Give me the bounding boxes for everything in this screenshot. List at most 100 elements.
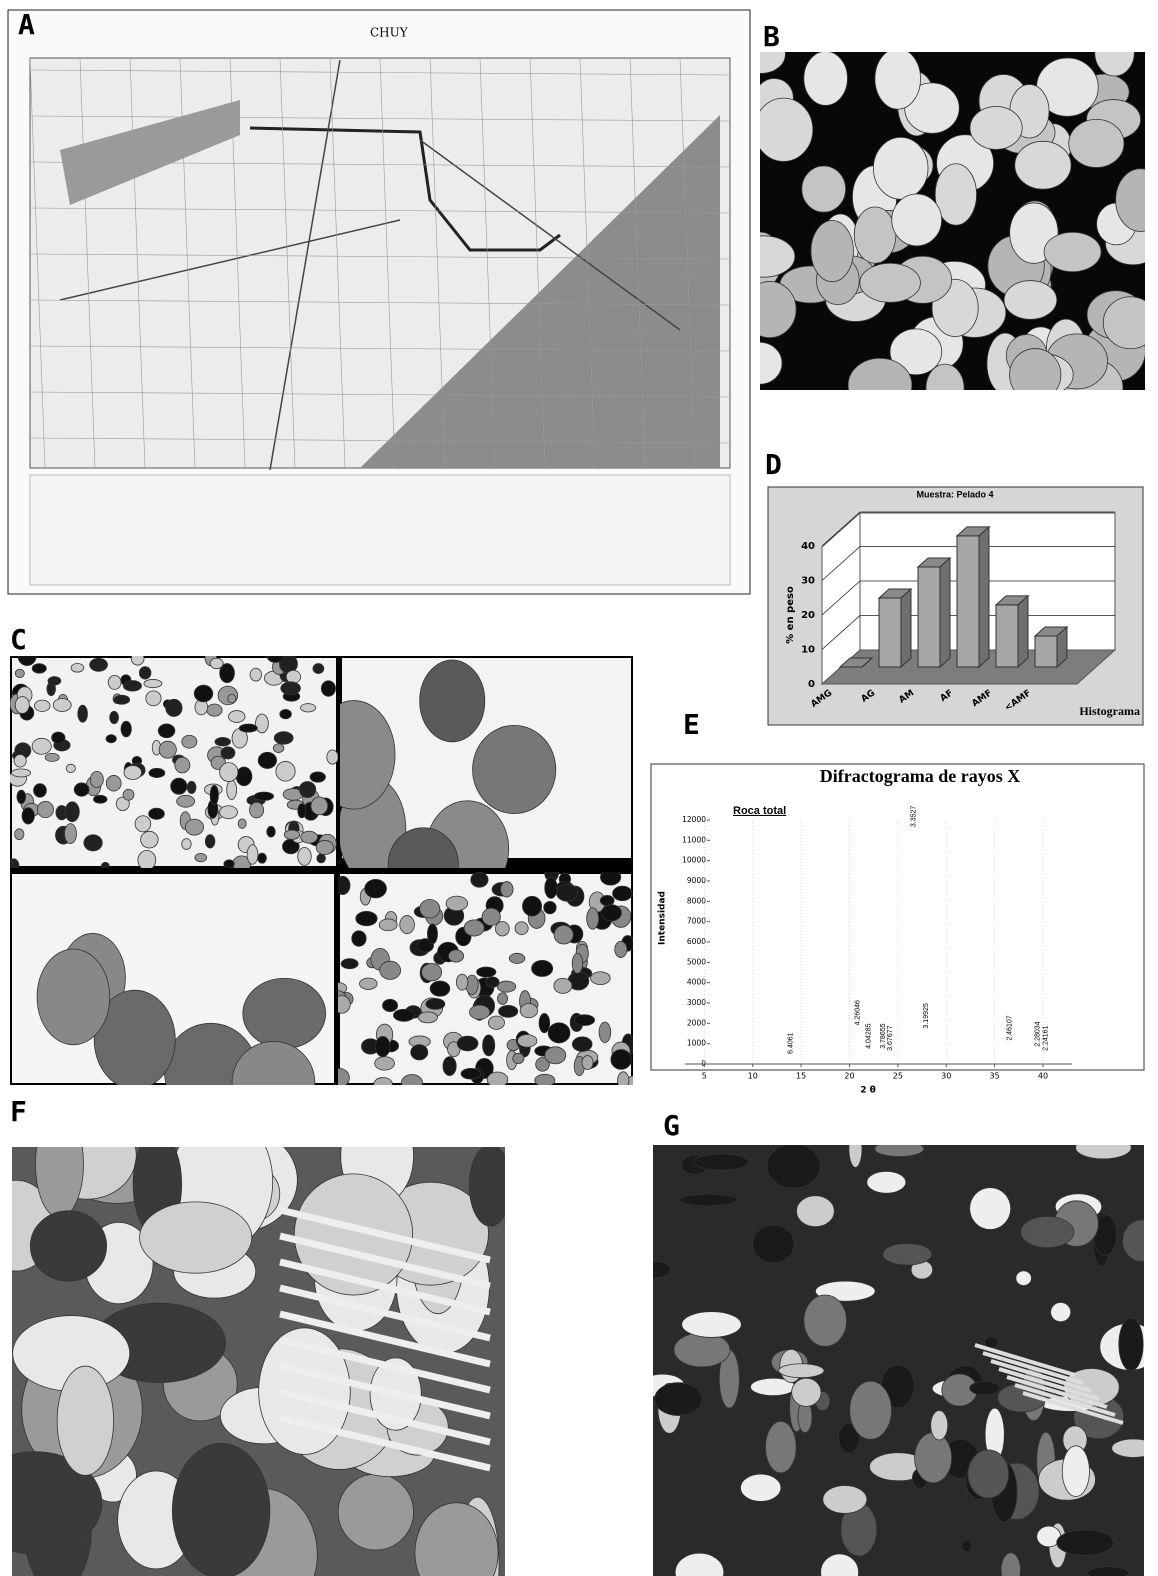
peak-label: 2.28034 — [1034, 1021, 1041, 1046]
grain — [227, 693, 237, 704]
chart-subtitle: Roca total — [733, 805, 786, 817]
map-line — [529, 57, 546, 469]
grain — [456, 1035, 479, 1052]
peak-label: 3.67677 — [887, 1025, 894, 1050]
grain — [300, 703, 317, 713]
grain — [170, 777, 188, 795]
grain — [165, 698, 183, 717]
grain — [310, 796, 329, 816]
twin-stripe — [1022, 1391, 1124, 1425]
map-line — [29, 207, 731, 214]
grain — [298, 781, 317, 798]
grain — [514, 921, 529, 936]
grain — [109, 710, 119, 725]
grain — [469, 1004, 491, 1020]
map-line — [379, 57, 396, 469]
grain — [882, 1243, 933, 1266]
map-border — [249, 126, 561, 252]
grain — [448, 949, 465, 963]
x-tick-label: 30 — [941, 1072, 951, 1081]
grain — [455, 973, 469, 991]
grain — [760, 341, 783, 385]
grain — [547, 1022, 571, 1044]
peak-label: 6.4061 — [787, 1032, 794, 1054]
grain — [538, 1012, 551, 1034]
grain — [544, 1046, 567, 1065]
grain — [174, 756, 191, 774]
grain — [1094, 52, 1135, 77]
grain — [599, 894, 615, 907]
grain — [115, 796, 130, 811]
grain — [419, 659, 486, 743]
grain — [874, 1145, 925, 1157]
grain — [35, 1147, 84, 1219]
grain — [460, 1068, 482, 1080]
grain — [320, 680, 336, 697]
grain — [399, 915, 415, 935]
x-tick-label: 40 — [1038, 1072, 1048, 1081]
grain — [293, 1173, 414, 1296]
grain — [219, 663, 235, 684]
grain — [209, 784, 219, 806]
x-axis-label: 2 θ — [860, 1086, 876, 1096]
grain — [283, 829, 301, 840]
grain — [765, 1420, 797, 1474]
peak-label: 2.46107 — [1006, 1015, 1013, 1040]
grain — [134, 815, 152, 833]
grain — [64, 801, 80, 823]
grain — [231, 1041, 316, 1085]
map-road — [59, 59, 681, 471]
grain — [442, 1056, 457, 1076]
grain — [315, 840, 334, 855]
grain — [186, 780, 197, 794]
bar — [916, 556, 952, 669]
grain — [266, 656, 285, 663]
grain — [237, 818, 247, 829]
grain — [427, 923, 438, 945]
grain — [468, 1147, 505, 1227]
grain — [486, 1071, 509, 1085]
grain — [847, 357, 913, 390]
twin-stripe — [1006, 1375, 1108, 1409]
grain — [17, 656, 37, 666]
map-sea — [360, 115, 720, 468]
y-axis-label: Intensidad — [658, 891, 668, 945]
grain — [206, 703, 223, 717]
grain — [481, 907, 501, 926]
grain — [148, 807, 165, 820]
grain — [184, 818, 204, 836]
grain — [1115, 168, 1145, 232]
grain — [674, 1552, 725, 1576]
grain — [382, 998, 399, 1012]
grain — [220, 746, 236, 760]
map-line — [429, 57, 446, 469]
grain — [914, 1432, 953, 1484]
map-line — [29, 57, 46, 469]
twin-stripe — [1014, 1383, 1116, 1417]
peak-label: 3.3527 — [911, 806, 918, 828]
grain-group — [10, 656, 338, 868]
grain — [204, 834, 216, 849]
grain — [848, 1145, 863, 1168]
x-tick-label: 5 — [702, 1072, 707, 1081]
y-axis-label: % en peso — [785, 586, 796, 644]
grain — [219, 762, 239, 783]
y-tick-label: 40 — [801, 541, 815, 552]
grain — [673, 1332, 731, 1368]
panel-label: A — [18, 8, 35, 41]
map-title: CHUY — [370, 26, 409, 40]
grain — [36, 801, 54, 819]
y-tick-label: 5000 — [687, 957, 706, 966]
grain — [44, 752, 60, 762]
twin-stripe — [279, 1284, 491, 1342]
grain — [340, 958, 359, 970]
grain — [65, 763, 76, 773]
y-tick-label: 2000 — [687, 1018, 706, 1027]
grain — [51, 731, 66, 744]
grain — [796, 1195, 835, 1228]
map-line — [329, 57, 346, 469]
grain — [130, 656, 145, 666]
grain — [598, 1021, 612, 1043]
y-tick-label: 8000 — [687, 896, 706, 905]
map-line — [129, 57, 146, 469]
